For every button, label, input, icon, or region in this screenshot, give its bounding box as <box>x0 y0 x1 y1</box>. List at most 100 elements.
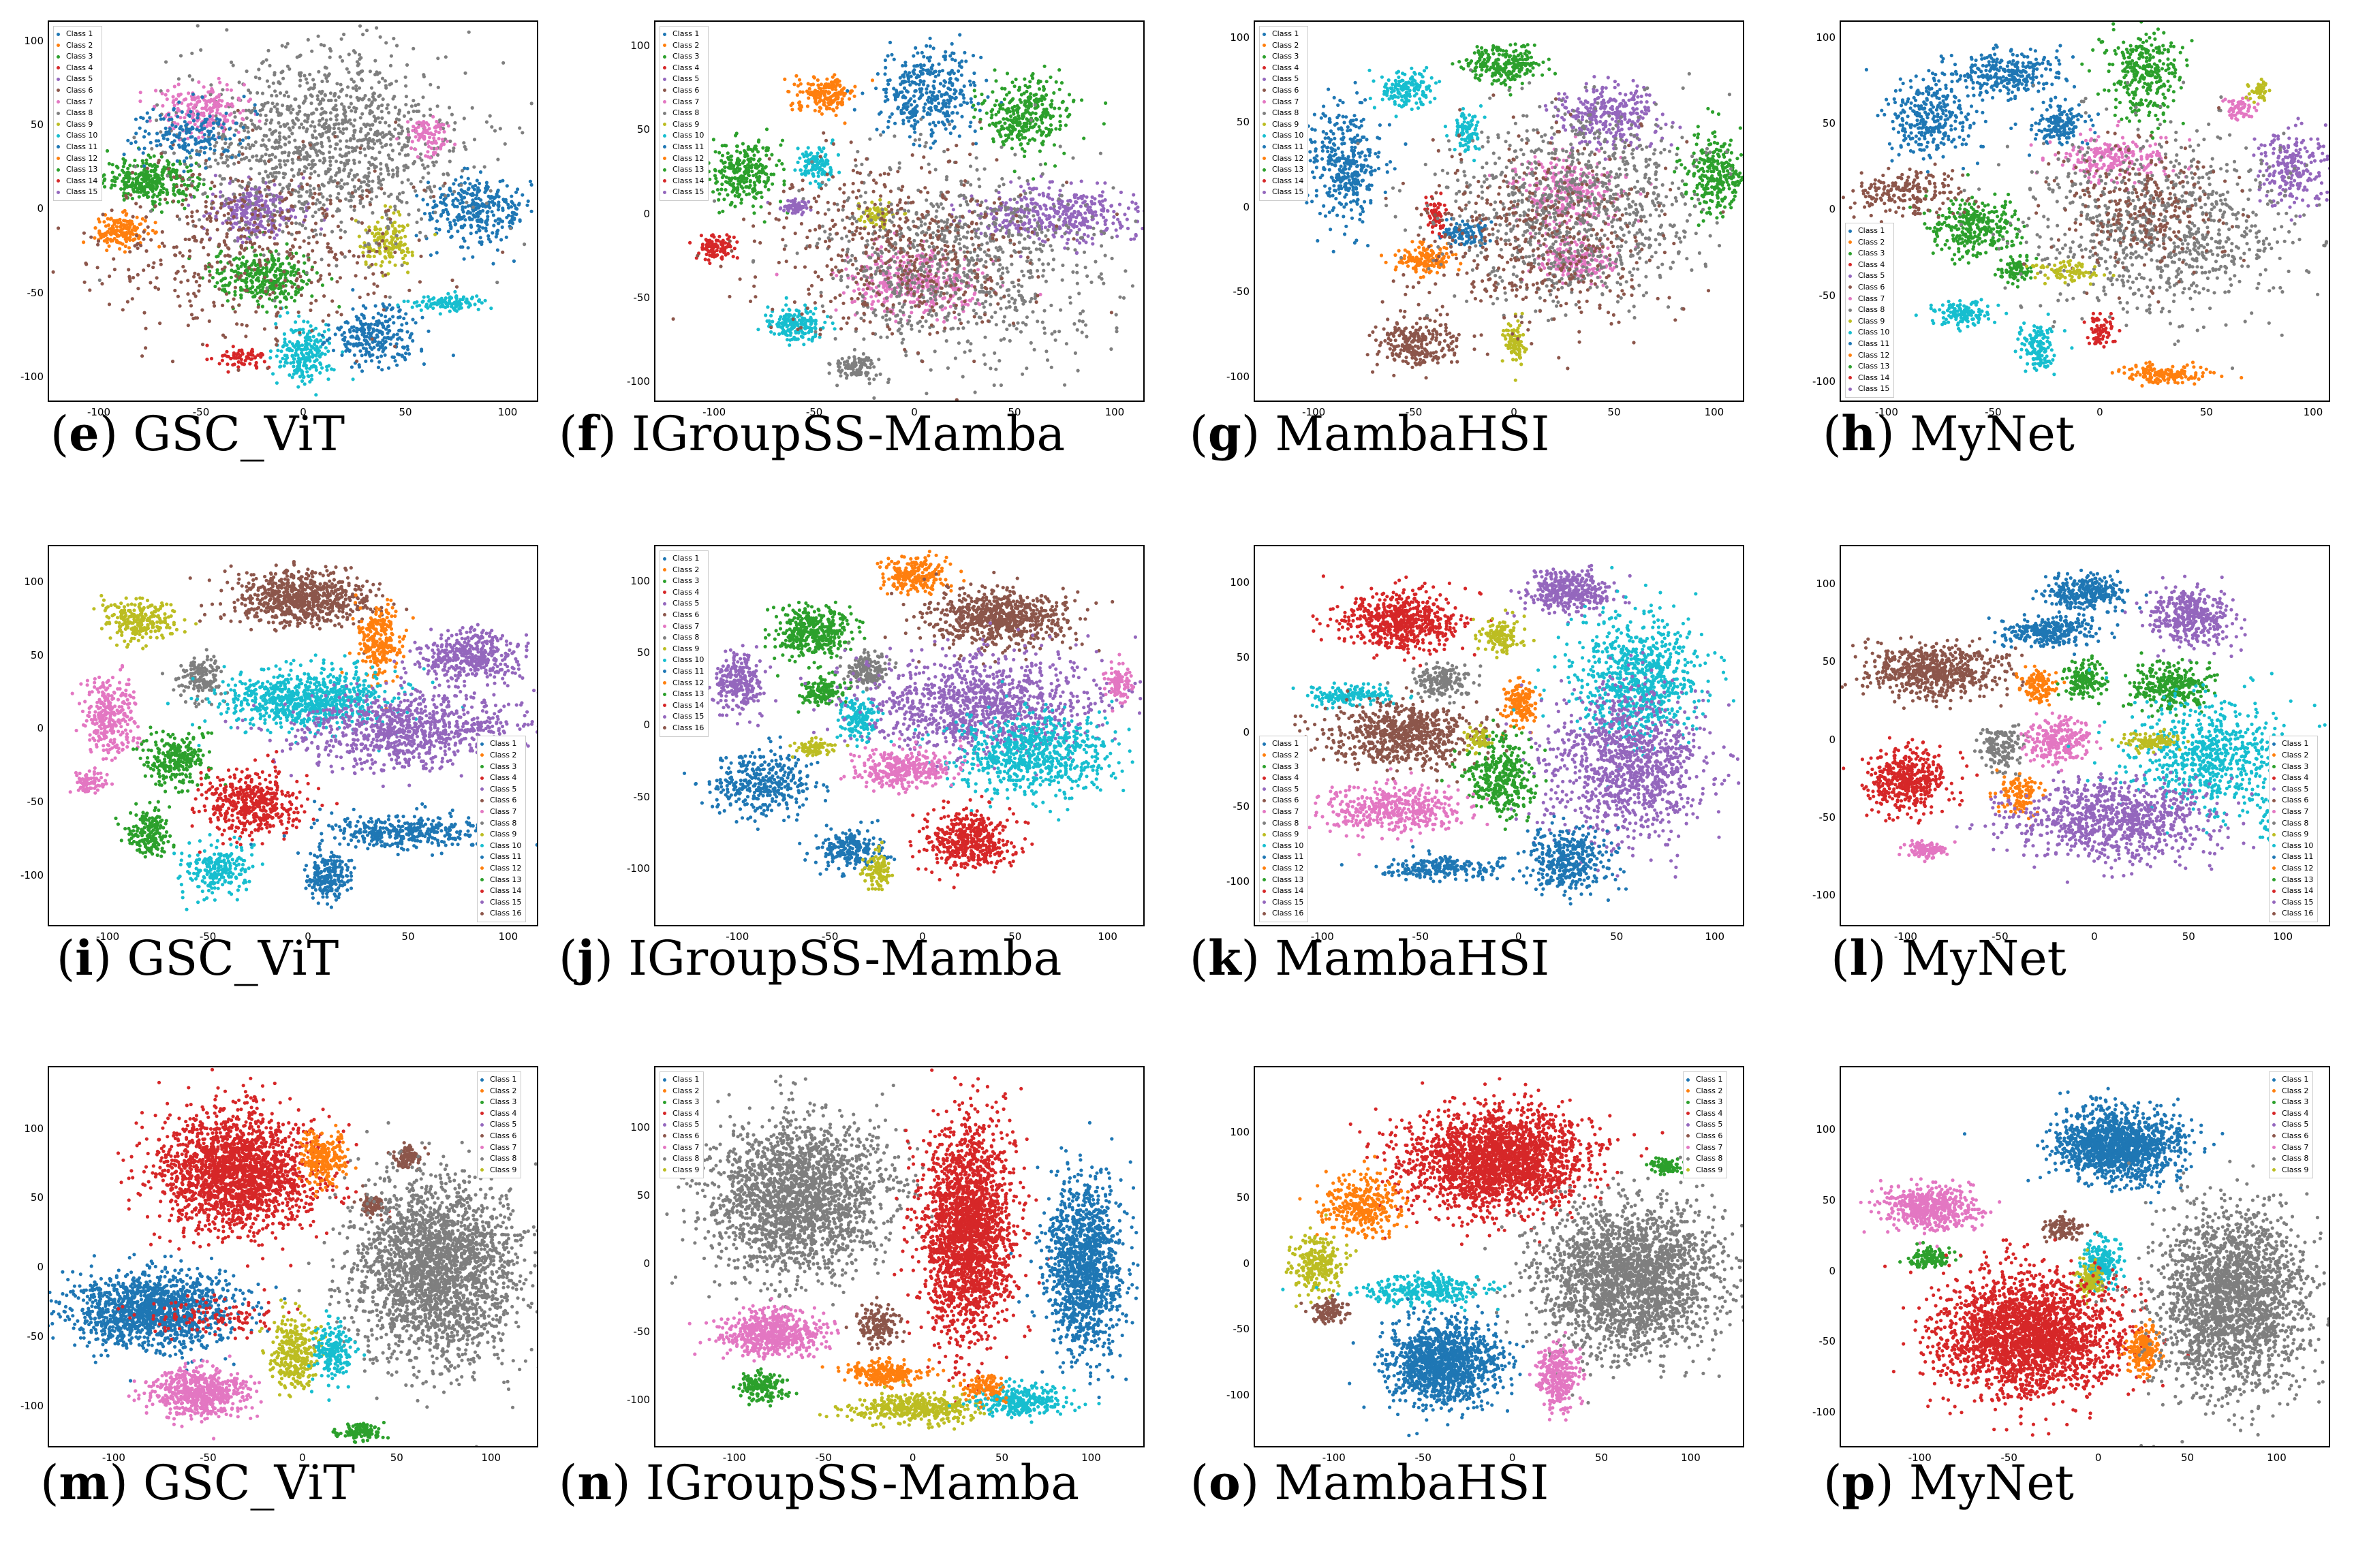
point <box>337 305 341 309</box>
point <box>362 147 366 151</box>
point <box>235 121 238 125</box>
point <box>968 125 972 128</box>
point <box>393 251 397 254</box>
point <box>377 232 381 235</box>
point <box>439 312 442 315</box>
point <box>403 168 406 172</box>
point <box>176 190 180 193</box>
legend-entry: Class 10 <box>57 130 97 142</box>
point <box>348 119 352 122</box>
point <box>813 76 816 80</box>
point <box>279 315 282 318</box>
point <box>236 208 239 212</box>
point <box>281 292 285 296</box>
y-tick-label: 50 <box>3 119 44 131</box>
point <box>294 293 298 296</box>
point <box>398 245 401 248</box>
point <box>226 246 230 249</box>
point <box>392 321 395 324</box>
point <box>139 116 142 119</box>
point <box>326 377 330 381</box>
point <box>384 247 388 250</box>
point <box>426 165 429 168</box>
point <box>888 115 892 119</box>
point <box>159 258 162 262</box>
point <box>121 157 125 161</box>
point <box>183 116 186 119</box>
point <box>102 213 105 216</box>
point <box>122 171 125 174</box>
point <box>212 127 215 130</box>
point <box>392 211 395 215</box>
point <box>437 299 440 302</box>
point <box>247 89 250 92</box>
point <box>958 64 961 67</box>
point <box>278 159 281 162</box>
point <box>222 122 226 125</box>
point <box>285 225 289 228</box>
point <box>215 211 219 215</box>
point <box>134 172 137 176</box>
point <box>303 262 306 265</box>
point <box>203 151 206 155</box>
point <box>278 163 281 166</box>
point <box>238 80 241 84</box>
point <box>328 272 331 276</box>
point <box>98 220 102 223</box>
point <box>238 151 241 154</box>
point <box>362 332 366 335</box>
point <box>175 245 179 249</box>
point <box>326 242 330 245</box>
point <box>314 354 318 357</box>
point <box>913 131 916 134</box>
point <box>367 167 370 170</box>
point <box>485 121 489 124</box>
point <box>908 135 912 138</box>
point <box>243 289 247 292</box>
point <box>229 176 232 180</box>
point <box>201 114 204 117</box>
point <box>886 54 890 57</box>
point <box>412 185 416 189</box>
point <box>191 97 194 101</box>
point <box>128 163 131 167</box>
point <box>185 130 188 134</box>
point <box>922 55 925 59</box>
point <box>264 102 267 106</box>
point <box>842 87 846 90</box>
point <box>191 173 195 176</box>
point <box>284 217 288 220</box>
point <box>277 81 280 84</box>
point <box>258 172 261 175</box>
point <box>289 280 292 283</box>
point <box>518 218 522 221</box>
point <box>352 124 355 127</box>
point <box>414 189 417 193</box>
point <box>929 146 932 150</box>
point <box>370 263 373 266</box>
point <box>196 110 199 113</box>
point <box>411 339 414 343</box>
point <box>275 110 279 114</box>
point <box>245 69 249 73</box>
point <box>192 292 196 295</box>
point <box>245 207 249 210</box>
point <box>960 74 963 77</box>
point <box>208 238 211 241</box>
point <box>895 89 898 92</box>
point <box>329 198 332 202</box>
point <box>214 195 217 198</box>
point <box>393 127 397 131</box>
point <box>146 264 150 267</box>
point <box>831 76 835 79</box>
point <box>234 275 238 278</box>
point <box>387 153 390 157</box>
point <box>463 218 467 221</box>
point <box>901 119 905 122</box>
point <box>214 174 217 177</box>
legend-entry: Class 1 <box>57 29 97 40</box>
point <box>431 217 434 220</box>
point <box>258 109 262 112</box>
point <box>340 178 343 182</box>
point <box>335 280 339 283</box>
